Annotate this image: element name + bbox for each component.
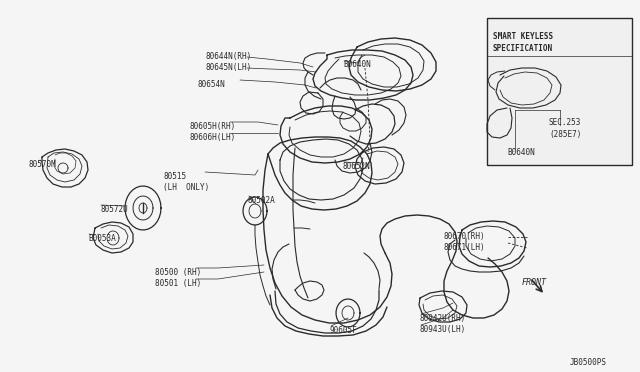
- Text: 80500 (RH): 80500 (RH): [155, 268, 201, 277]
- Bar: [487, 18, 632, 165]
- Text: 80515: 80515: [163, 172, 186, 181]
- Text: (285E7): (285E7): [549, 130, 581, 139]
- Text: 80644N(RH): 80644N(RH): [205, 52, 252, 61]
- Text: B0640N: B0640N: [507, 148, 535, 157]
- Text: 80606H(LH): 80606H(LH): [189, 133, 236, 142]
- Text: 80605H(RH): 80605H(RH): [189, 122, 236, 131]
- Text: 80671(LH): 80671(LH): [444, 243, 486, 252]
- Text: 80652N: 80652N: [343, 162, 371, 171]
- Text: 80501 (LH): 80501 (LH): [155, 279, 201, 288]
- Text: (LH  ONLY): (LH ONLY): [163, 183, 209, 192]
- Text: 80670(RH): 80670(RH): [444, 232, 486, 241]
- Text: 90605F: 90605F: [330, 326, 358, 335]
- Text: 80943U(LH): 80943U(LH): [420, 325, 467, 334]
- Text: 80572U: 80572U: [100, 205, 128, 214]
- Text: 80645N(LH): 80645N(LH): [205, 63, 252, 72]
- Text: SMART KEYLESS: SMART KEYLESS: [493, 32, 553, 41]
- Text: 80942U(RH): 80942U(RH): [420, 314, 467, 323]
- Text: B0053A: B0053A: [88, 234, 116, 243]
- Text: JB0500PS: JB0500PS: [570, 358, 607, 367]
- Text: SEC.253: SEC.253: [549, 118, 581, 127]
- Text: 80570M: 80570M: [28, 160, 56, 169]
- Text: B0640N: B0640N: [343, 60, 371, 69]
- Text: 80502A: 80502A: [248, 196, 276, 205]
- Text: FRONT: FRONT: [522, 278, 547, 287]
- Text: 80654N: 80654N: [197, 80, 225, 89]
- Text: SPECIFICATION: SPECIFICATION: [493, 44, 553, 53]
